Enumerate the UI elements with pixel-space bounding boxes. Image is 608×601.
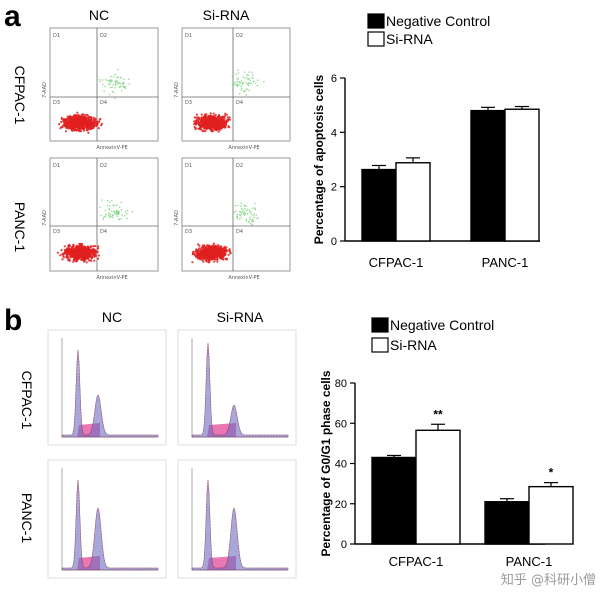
panel-b-col-sirna: Si-RNA: [217, 309, 264, 325]
significance-marker: **: [433, 407, 443, 421]
significance-marker: *: [549, 466, 554, 480]
bar-si-rna-panc-1: [504, 108, 540, 242]
y-tick-label: 40: [335, 459, 347, 471]
flow-plot-cfpac-nc: D1 D2 D3 D4 AnnexinV-PE 7-AAD: [42, 27, 159, 151]
cell-cycle-histogram-cfpac-sirna: [177, 329, 297, 446]
y-tick-label: 20: [335, 499, 347, 511]
quadrant-d3-label: D3: [53, 229, 60, 235]
bar-negative-control-panc-1: [484, 501, 530, 545]
quadrant-d1-label: D1: [185, 163, 192, 169]
legend-swatch: [371, 317, 389, 333]
flow-plot-cfpac-sirna: D1 D2 D3 D4 AnnexinV-PE 7-AAD: [174, 27, 291, 151]
cell-cycle-histogram-cfpac-nc: [47, 329, 167, 446]
quadrant-d1-label: D1: [53, 163, 60, 169]
scatter-dots: [193, 69, 265, 133]
y-axis-label: 7-AAD: [42, 82, 48, 98]
legend-swatch: [371, 337, 389, 353]
y-axis-label: 7-AAD: [42, 210, 48, 226]
legend-swatch: [367, 13, 385, 29]
y-axis-title: Percentage of apoptosis cells: [312, 74, 326, 244]
y-tick-label: 80: [335, 378, 347, 390]
scatter-dots: [56, 199, 134, 264]
panel-a-letter: a: [4, 0, 21, 33]
panel-b-letter: b: [4, 304, 22, 337]
bar-si-rna-cfpac-1: [415, 429, 461, 545]
quadrant-d4-label: D4: [236, 229, 243, 235]
cell-cycle-histogram-panc-sirna: [177, 459, 297, 579]
flow-plot-panc-nc: D1 D2 D3 D4 AnnexinV-PE 7-AAD: [42, 157, 159, 281]
y-tick-label: 0: [331, 236, 337, 248]
quadrant-d2-label: D2: [100, 163, 107, 169]
y-tick-label: 0: [341, 539, 347, 551]
quadrant-d3-label: D3: [185, 100, 192, 106]
quadrant-d2-label: D2: [236, 33, 243, 39]
quadrant-d3-label: D3: [185, 229, 192, 235]
panel-a-col-nc: NC: [89, 7, 109, 23]
quadrant-d1-label: D1: [53, 33, 60, 39]
y-tick-label: 6: [331, 73, 337, 85]
panel-b-row-cfpac: CFPAC-1: [19, 371, 35, 430]
quadrant-d2-label: D2: [100, 33, 107, 39]
x-axis-label: AnnexinV-PE: [96, 275, 127, 281]
y-tick-label: 2: [331, 182, 337, 194]
bar-chart-apoptosis: 0 2 4 6 Percentage of apoptosis cells CFPAC-1…: [312, 13, 540, 270]
panel-a-col-sirna: Si-RNA: [203, 7, 250, 23]
bar-negative-control-cfpac-1: [361, 168, 397, 242]
legend-label: Negative Control: [386, 13, 490, 29]
y-tick-label: 4: [331, 127, 337, 139]
x-axis-label: AnnexinV-PE: [96, 145, 127, 151]
x-category-label: PANC-1: [506, 554, 553, 569]
flow-plot-panc-sirna: D1 D2 D3 D4 AnnexinV-PE 7-AAD: [174, 157, 291, 281]
x-category-label: CFPAC-1: [389, 554, 444, 569]
panel-b-row-panc: PANC-1: [19, 493, 35, 544]
bar-negative-control-panc-1: [470, 109, 506, 242]
bar-negative-control-cfpac-1: [371, 456, 417, 545]
watermark: 知乎 @科研小僧: [501, 572, 596, 588]
y-axis-label: 7-AAD: [174, 82, 180, 98]
x-axis-label: AnnexinV-PE: [228, 275, 259, 281]
bar-si-rna-cfpac-1: [395, 162, 431, 242]
cell-cycle-histogram-panc-nc: [47, 459, 167, 579]
quadrant-d4-label: D4: [100, 100, 107, 106]
y-axis-title: Percentage of G0/G1 phase cells: [319, 370, 333, 556]
quadrant-d3-label: D3: [53, 100, 60, 106]
scatter-dots: [58, 68, 130, 134]
panel-a-row-panc: PANC-1: [12, 202, 28, 253]
panel-b-col-nc: NC: [102, 309, 122, 325]
y-axis-label: 7-AAD: [174, 210, 180, 226]
x-axis-label: AnnexinV-PE: [228, 145, 259, 151]
legend-swatch: [367, 31, 385, 47]
quadrant-d2-label: D2: [236, 163, 243, 169]
x-category-label: PANC-1: [482, 255, 529, 270]
legend-label: Si-RNA: [390, 337, 437, 353]
quadrant-d4-label: D4: [236, 100, 243, 106]
scatter-dots: [191, 202, 259, 264]
bar-si-rna-panc-1: [528, 485, 574, 545]
x-category-label: CFPAC-1: [369, 255, 424, 270]
panel-a-row-cfpac: CFPAC-1: [12, 66, 28, 125]
quadrant-d4-label: D4: [100, 229, 107, 235]
legend-label: Si-RNA: [386, 31, 433, 47]
y-tick-label: 60: [335, 418, 347, 430]
quadrant-d1-label: D1: [185, 33, 192, 39]
legend-label: Negative Control: [390, 317, 494, 333]
